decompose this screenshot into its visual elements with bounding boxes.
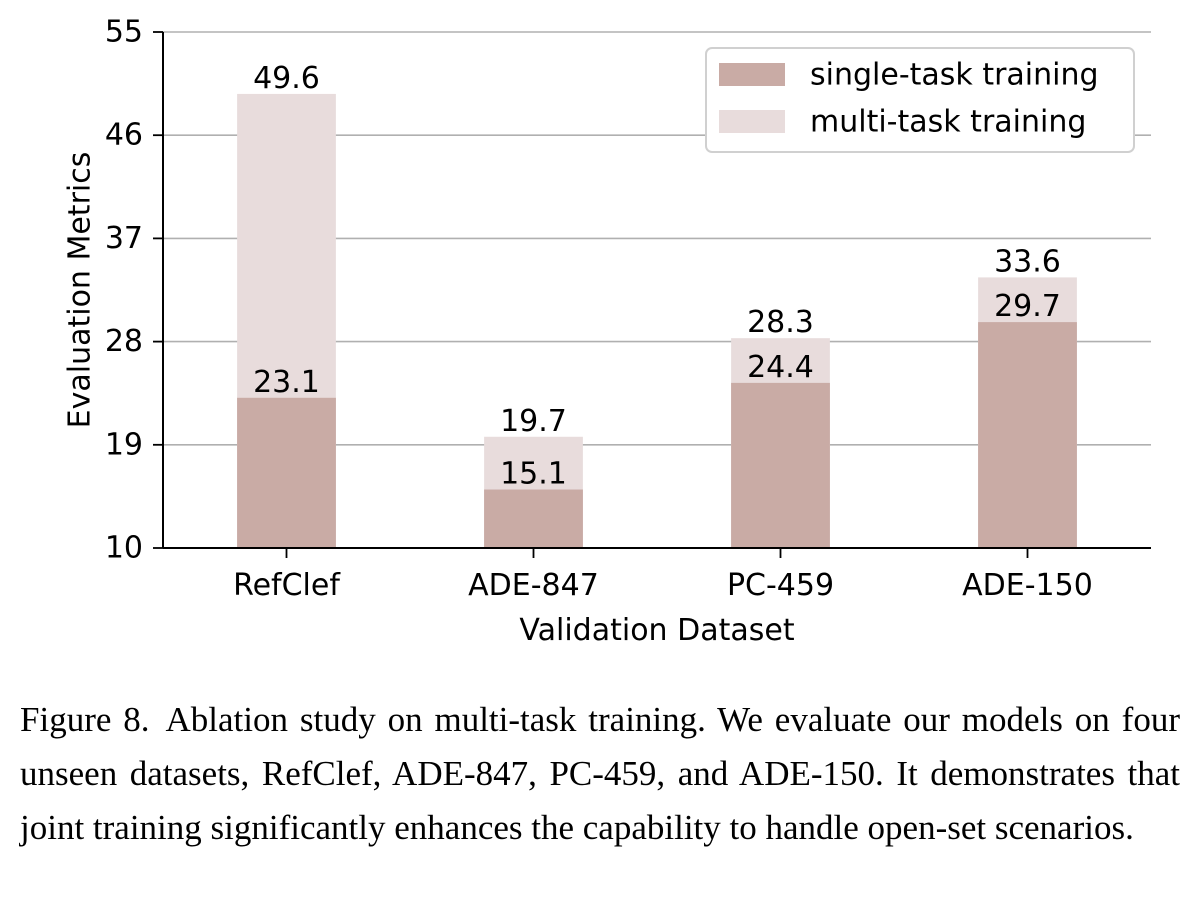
- legend-swatch-single-task: [719, 63, 785, 86]
- data-label-single-task: 23.1: [253, 365, 320, 400]
- y-tick-label: 19: [105, 427, 143, 462]
- legend-label-multi-task: multi-task training: [810, 105, 1086, 140]
- bar-chart: 10 19 28 37 46 55 RefClef ADE-847 PC-459 ADE-150 V…: [63, 15, 1151, 648]
- bar-single-task: [731, 382, 830, 548]
- legend-label-single-task: single-task training: [810, 58, 1099, 93]
- bar-single-task: [237, 397, 336, 548]
- x-tick-label: ADE-847: [468, 568, 599, 603]
- figure-caption: Figure 8. Ablation study on multi-task tr…: [20, 693, 1180, 855]
- data-label-multi-task: 19.7: [500, 404, 567, 439]
- bar-single-task: [484, 489, 583, 548]
- y-tick-label: 46: [105, 118, 143, 153]
- x-tick-label: ADE-150: [962, 568, 1093, 603]
- x-tick-label: PC-459: [727, 568, 834, 603]
- x-tick-label: RefClef: [233, 568, 341, 603]
- y-tick-label: 10: [105, 531, 143, 566]
- data-label-multi-task: 28.3: [747, 305, 814, 340]
- legend-swatch-multi-task: [719, 110, 785, 133]
- legend-box: [705, 47, 1135, 153]
- bar-single-task: [978, 322, 1077, 548]
- y-axis-title: Evaluation Metrics: [63, 152, 98, 429]
- data-label-multi-task: 33.6: [994, 244, 1061, 279]
- x-axis-title: Validation Dataset: [519, 613, 794, 648]
- y-tick-label: 28: [105, 324, 143, 359]
- y-tick-label: 37: [105, 221, 143, 256]
- data-label-single-task: 24.4: [747, 350, 814, 385]
- data-label-single-task: 15.1: [500, 457, 567, 492]
- caption-text: Ablation study on multi-task training. W…: [20, 700, 1180, 847]
- data-label-single-task: 29.7: [994, 289, 1061, 324]
- y-tick-label: 55: [105, 15, 143, 50]
- data-label-multi-task: 49.6: [253, 61, 320, 96]
- caption-label: Figure 8.: [20, 700, 150, 739]
